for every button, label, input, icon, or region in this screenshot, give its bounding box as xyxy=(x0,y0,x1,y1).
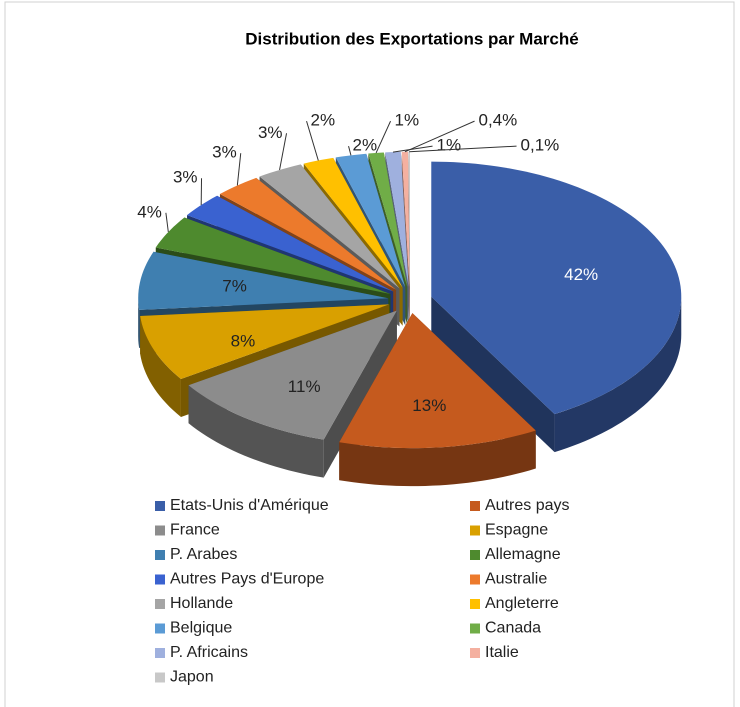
legend-swatch xyxy=(155,672,165,683)
data-label: 13% xyxy=(412,396,446,415)
slice xyxy=(303,157,403,288)
legend-label: Australie xyxy=(485,571,547,588)
leader-line xyxy=(409,145,517,153)
legend-swatch xyxy=(155,525,165,536)
legend-label: Etats-Unis d'Amérique xyxy=(170,497,329,514)
legend-label: Autres Pays d'Europe xyxy=(170,571,324,588)
slice-side xyxy=(138,298,140,348)
legend-label: Japon xyxy=(170,669,214,686)
legend-swatch xyxy=(470,648,480,658)
data-label: 1% xyxy=(395,111,420,130)
legend-swatch xyxy=(470,501,480,511)
slice xyxy=(188,310,397,440)
legend-label: Angleterre xyxy=(485,595,559,612)
slice-wall xyxy=(408,151,410,325)
legend-label: Allemagne xyxy=(485,546,561,563)
slice xyxy=(335,153,406,288)
slice xyxy=(385,151,409,287)
legend-label: P. Africains xyxy=(170,644,248,661)
data-label: 7% xyxy=(222,277,247,296)
slice-wall xyxy=(431,296,555,453)
legend-swatch xyxy=(155,648,165,658)
slice-tops xyxy=(138,151,682,449)
legend-swatch xyxy=(155,623,165,634)
data-label: 3% xyxy=(258,123,283,142)
leader-line xyxy=(236,153,242,186)
slice xyxy=(431,161,682,415)
legend-label: Canada xyxy=(485,620,541,637)
legend-label: Espagne xyxy=(485,522,548,539)
slice-side xyxy=(339,430,536,487)
leader-line xyxy=(306,120,319,161)
leader-line xyxy=(392,145,433,153)
slice-side xyxy=(188,385,324,478)
slice xyxy=(401,151,410,287)
legend-swatch xyxy=(155,574,165,585)
data-label: 3% xyxy=(173,168,198,187)
slice xyxy=(219,177,397,290)
legend-label: Belgique xyxy=(170,620,232,637)
slice xyxy=(339,313,536,449)
leader-line xyxy=(375,120,392,154)
leader-line xyxy=(279,133,288,171)
data-label: 2% xyxy=(353,136,378,155)
legend-label: P. Arabes xyxy=(170,546,237,563)
leader-line xyxy=(404,120,475,153)
chart-title: Distribution des Exportations par Marché xyxy=(245,29,578,48)
legend-swatch xyxy=(470,599,480,609)
legend-label: France xyxy=(170,522,220,539)
legend-label: Italie xyxy=(485,644,519,661)
slice xyxy=(138,251,389,310)
legend-swatch xyxy=(470,550,480,560)
legend-swatch xyxy=(155,599,165,609)
legend-swatch xyxy=(470,525,480,536)
data-label: 11% xyxy=(288,377,321,396)
legend-swatch xyxy=(470,623,480,634)
legend-swatch xyxy=(155,501,165,511)
slice-side xyxy=(554,296,682,453)
slice xyxy=(155,217,391,294)
slice xyxy=(408,151,410,287)
legend-label: Autres pays xyxy=(485,497,569,514)
data-label: 42% xyxy=(564,265,598,284)
data-label: 4% xyxy=(137,202,162,221)
slice xyxy=(187,195,394,292)
legend-swatch xyxy=(470,574,480,585)
data-label: 8% xyxy=(231,331,256,350)
slice xyxy=(259,164,400,289)
data-label: 1% xyxy=(437,136,462,155)
slice xyxy=(140,304,390,380)
legend-label: Hollande xyxy=(170,595,233,612)
data-label: 3% xyxy=(212,143,237,162)
slice xyxy=(368,152,408,287)
data-label: 2% xyxy=(311,111,336,130)
legend-swatch xyxy=(155,550,165,560)
data-label: 0,4% xyxy=(479,111,518,130)
slice-side xyxy=(140,315,181,418)
leader-line xyxy=(348,145,352,156)
data-label: 0,1% xyxy=(521,136,560,155)
leader-line xyxy=(165,212,169,233)
